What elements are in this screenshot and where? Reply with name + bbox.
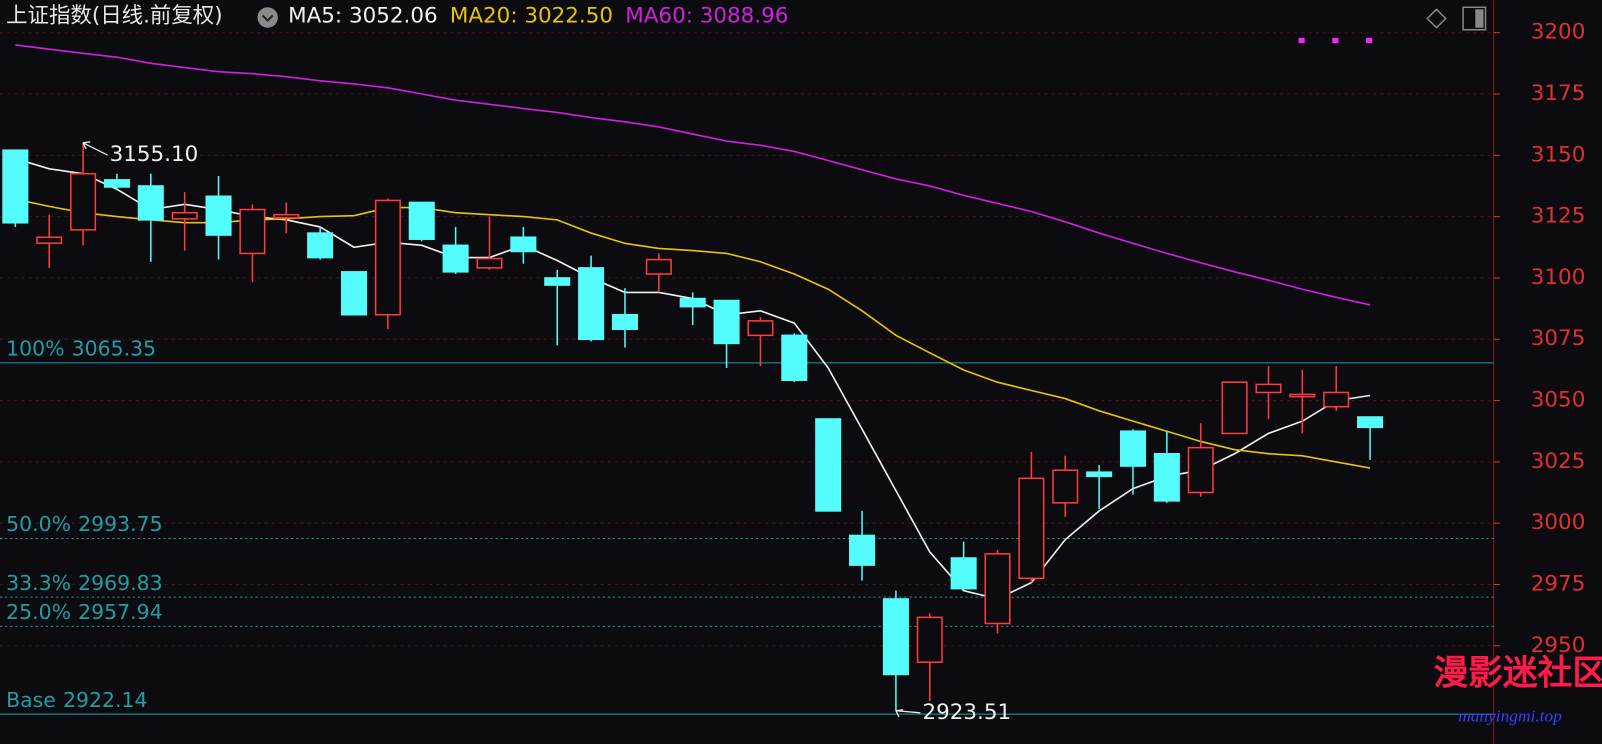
dropdown-icon[interactable] bbox=[257, 7, 278, 28]
candle-body bbox=[1221, 381, 1248, 435]
candle-body bbox=[747, 320, 774, 337]
candle-body bbox=[544, 277, 571, 286]
candle-body bbox=[239, 208, 266, 255]
candle-body bbox=[611, 313, 638, 330]
candle-body bbox=[36, 236, 63, 244]
y-tick-label: 3150 bbox=[1531, 142, 1586, 167]
watermark-title: 漫影迷社区 bbox=[1433, 653, 1602, 693]
level-label: 50.0% 2993.75 bbox=[6, 512, 162, 536]
level-pct: Base bbox=[6, 688, 56, 712]
candle-body bbox=[815, 418, 842, 512]
legend-entry: MA60: 3088.96 bbox=[625, 3, 788, 28]
candle-body bbox=[1018, 477, 1045, 580]
candle-body bbox=[103, 179, 130, 188]
candle-body bbox=[1119, 430, 1147, 467]
candle-body bbox=[374, 199, 401, 316]
candle-body bbox=[442, 244, 469, 273]
level-label: 25.0% 2957.94 bbox=[6, 600, 162, 624]
y-tick-label: 3025 bbox=[1531, 449, 1586, 474]
candle-body bbox=[713, 299, 740, 345]
candle-body bbox=[205, 195, 232, 236]
candles bbox=[2, 142, 1384, 711]
level-pct: 33.3% bbox=[6, 571, 71, 595]
level-label: 33.3% 2969.83 bbox=[6, 571, 162, 595]
candle-body bbox=[137, 185, 164, 221]
candle-body bbox=[70, 172, 97, 231]
candle-body bbox=[1289, 393, 1316, 398]
candle-body bbox=[1086, 471, 1113, 478]
y-tick-label: 3175 bbox=[1531, 81, 1586, 106]
candle-body bbox=[679, 297, 706, 308]
candle-body bbox=[916, 616, 943, 663]
legend-entry: MA5: 3052.06 bbox=[288, 3, 438, 28]
level-pct: 100% bbox=[6, 337, 64, 361]
level-value: 2922.14 bbox=[63, 688, 147, 712]
annotations: 3155.10 2923.51 bbox=[82, 141, 1011, 725]
candle-body bbox=[307, 232, 334, 259]
candle-body bbox=[1357, 416, 1384, 429]
y-tick-label: 3100 bbox=[1531, 265, 1586, 290]
candle-body bbox=[510, 236, 537, 253]
y-tick-label: 3075 bbox=[1531, 326, 1586, 351]
annotation-arrow bbox=[82, 141, 108, 156]
annotation-label: 2923.51 bbox=[922, 700, 1011, 725]
candle-body bbox=[273, 213, 300, 219]
level-value: 2993.75 bbox=[78, 512, 162, 536]
candle-body bbox=[849, 534, 876, 566]
candle-body bbox=[171, 211, 198, 220]
level-pct: 50.0% bbox=[6, 512, 71, 536]
candle-body bbox=[340, 271, 368, 316]
fib-levels: 100% 3065.35 50.0% 2993.75 33.3% 2969.83 25.0%… bbox=[0, 337, 1494, 715]
candle-body bbox=[1153, 453, 1180, 502]
level-value: 2969.83 bbox=[78, 571, 162, 595]
candle-body bbox=[2, 149, 29, 224]
candle-body bbox=[1052, 469, 1079, 504]
diamond-icon[interactable] bbox=[1426, 8, 1447, 29]
level-label: 100% 3065.35 bbox=[6, 337, 156, 361]
y-tick-label: 2975 bbox=[1531, 571, 1586, 596]
candle-body bbox=[1255, 383, 1282, 394]
y-tick-label: 3000 bbox=[1531, 510, 1586, 535]
level-label: Base 2922.14 bbox=[6, 688, 147, 712]
annotation-arrow bbox=[895, 709, 921, 718]
annotation-label: 3155.10 bbox=[110, 142, 199, 167]
candle-body bbox=[645, 258, 672, 275]
candle-body bbox=[781, 334, 808, 381]
y-tick-label: 2950 bbox=[1531, 633, 1586, 658]
level-value: 2957.94 bbox=[78, 600, 162, 624]
candle-body bbox=[578, 267, 605, 341]
candle-body bbox=[984, 553, 1011, 625]
candle-body bbox=[1323, 391, 1350, 408]
ma-line bbox=[15, 44, 1371, 306]
candle-body bbox=[408, 201, 435, 240]
candle-body bbox=[882, 598, 909, 676]
watermark-url: manyingmi.top bbox=[1458, 706, 1562, 725]
candle-body bbox=[950, 557, 977, 590]
y-tick-label: 3125 bbox=[1531, 204, 1586, 229]
menu-dots[interactable] bbox=[1298, 37, 1373, 44]
panel-icon[interactable] bbox=[1462, 6, 1487, 31]
grid: 2950 2975 3000 3025 3050 3075 3100 3125 3150 3175… bbox=[0, 20, 1585, 658]
level-value: 3065.35 bbox=[72, 337, 156, 361]
chart-title: 上证指数(日线.前复权) bbox=[6, 3, 222, 28]
y-tick-label: 3050 bbox=[1531, 388, 1586, 413]
candle-body bbox=[1187, 446, 1214, 494]
legend: MA5: 3052.06 MA20: 3022.50 MA60: 3088.96 bbox=[288, 3, 788, 28]
legend-text: MA5: 3052.06 MA20: 3022.50 MA60: 3088.96 bbox=[288, 3, 788, 28]
y-tick-label: 3200 bbox=[1531, 20, 1586, 45]
candle-body bbox=[476, 257, 503, 269]
level-pct: 25.0% bbox=[6, 600, 71, 624]
legend-entry: MA20: 3022.50 bbox=[450, 3, 613, 28]
